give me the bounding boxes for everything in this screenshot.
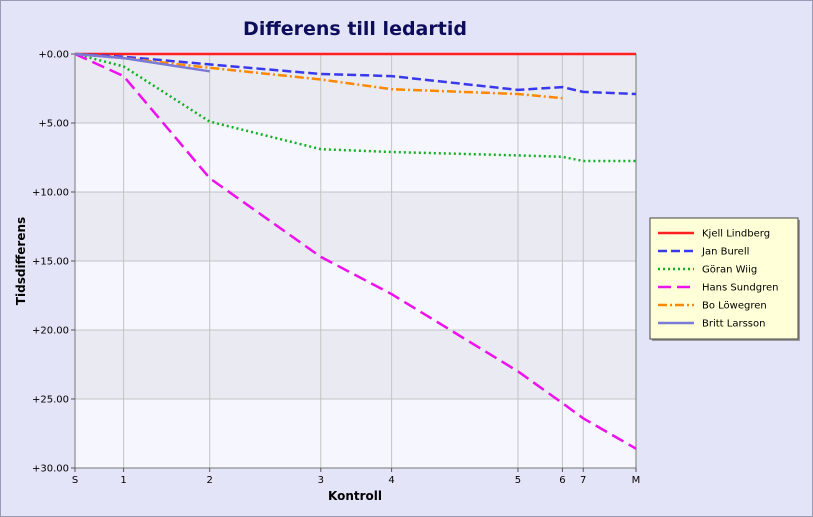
y-tick-label: +5.00: [38, 119, 69, 130]
x-tick-label: 5: [515, 475, 521, 486]
legend-label: Jan Burell: [701, 247, 749, 258]
y-axis-ticks: +0.00 +5.00 +10.00 +15.00 +20.00 +25.00 +30.00: [32, 50, 75, 475]
y-tick-label: +0.00: [38, 50, 69, 61]
x-tick-label: S: [72, 475, 78, 486]
y-tick-label: +30.00: [32, 464, 69, 475]
legend-label: Kjell Lindberg: [702, 229, 770, 240]
legend-box: [649, 217, 799, 340]
series-line-1: [74, 52, 637, 96]
chart-title: Differens till ledartid: [243, 18, 467, 40]
x-axis-title: Kontroll: [328, 489, 382, 503]
x-tick-label: 2: [207, 475, 213, 486]
y-axis-title: Tidsdifferens: [14, 217, 28, 305]
series-line-5: [74, 52, 210, 73]
series-lines: [74, 52, 637, 450]
x-tick-label: 4: [388, 475, 394, 486]
legend-label: Hans Sundgren: [702, 283, 778, 294]
y-tick-label: +20.00: [32, 326, 69, 337]
x-axis-ticks: S 1 2 3 4 5 6 7 M: [72, 468, 641, 486]
plot-band: [75, 330, 636, 399]
legend-label: Britt Larsson: [702, 319, 765, 330]
y-tick-label: +25.00: [32, 395, 69, 406]
x-tick-label: 7: [580, 475, 586, 486]
y-tick-label: +15.00: [32, 257, 69, 268]
legend-label: Göran Wiig: [702, 265, 757, 276]
x-tick-label: M: [632, 475, 641, 486]
y-tick-label: +10.00: [32, 188, 69, 199]
x-tick-label: 1: [120, 475, 126, 486]
series-line-4: [74, 52, 563, 100]
x-tick-label: 6: [559, 475, 565, 486]
legend-label: Bo Löwegren: [702, 301, 767, 312]
x-tick-label: 3: [318, 475, 324, 486]
plot-band: [75, 192, 636, 261]
series-line-3: [74, 52, 637, 450]
legend: Kjell Lindberg Jan Burell Göran Wiig Hans S…: [649, 217, 800, 341]
